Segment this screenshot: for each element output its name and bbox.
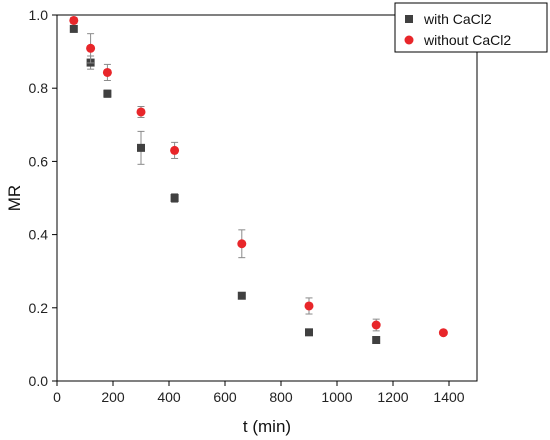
marker-without-cacl2 <box>86 43 96 53</box>
x-axis-title: t (min) <box>243 417 291 436</box>
marker-without-cacl2 <box>438 328 448 338</box>
marker-with-cacl2 <box>103 89 112 98</box>
legend-label-without-cacl2: without CaCl2 <box>423 32 511 48</box>
marker-with-cacl2 <box>305 328 313 337</box>
y-axis: 0.0 0.2 0.4 0.6 0.8 1.0 <box>29 7 57 389</box>
x-tick-label: 1200 <box>377 389 408 405</box>
marker-without-cacl2 <box>102 67 112 77</box>
x-axis: 0 200 400 600 800 1000 1200 1400 <box>53 381 465 405</box>
y-tick-label: 0.8 <box>29 80 49 96</box>
marker-without-cacl2 <box>237 239 247 249</box>
marker-without-cacl2 <box>371 320 381 330</box>
legend: with CaCl2 without CaCl2 <box>394 2 548 53</box>
y-axis-title: MR <box>5 185 24 211</box>
x-tick-label: 200 <box>101 389 125 405</box>
marker-with-cacl2 <box>170 194 179 202</box>
y-tick-label: 0.4 <box>29 227 49 243</box>
marker-with-cacl2 <box>372 336 381 345</box>
data-markers <box>69 15 448 345</box>
marker-with-cacl2 <box>237 291 246 300</box>
legend-box <box>394 2 548 53</box>
x-tick-label: 1000 <box>321 389 352 405</box>
marker-without-cacl2 <box>170 145 180 155</box>
legend-marker-without-cacl2 <box>404 35 414 45</box>
legend-label-with-cacl2: with CaCl2 <box>423 11 492 27</box>
y-tick-label: 0.2 <box>29 300 49 316</box>
x-tick-label: 600 <box>213 389 237 405</box>
marker-without-cacl2 <box>304 301 314 311</box>
marker-without-cacl2 <box>69 15 79 25</box>
x-tick-label: 1400 <box>433 389 464 405</box>
plot-frame <box>56 14 478 382</box>
x-tick-label: 0 <box>53 389 61 405</box>
marker-with-cacl2 <box>69 24 78 33</box>
y-tick-label: 0.6 <box>29 153 49 169</box>
legend-marker-with-cacl2 <box>405 15 413 23</box>
x-tick-label: 800 <box>269 389 293 405</box>
y-tick-label: 1.0 <box>29 7 49 23</box>
plot-area <box>56 14 478 382</box>
y-tick-label: 0.0 <box>29 373 49 389</box>
marker-without-cacl2 <box>136 107 146 117</box>
x-tick-label: 400 <box>157 389 181 405</box>
marker-with-cacl2 <box>137 143 145 152</box>
